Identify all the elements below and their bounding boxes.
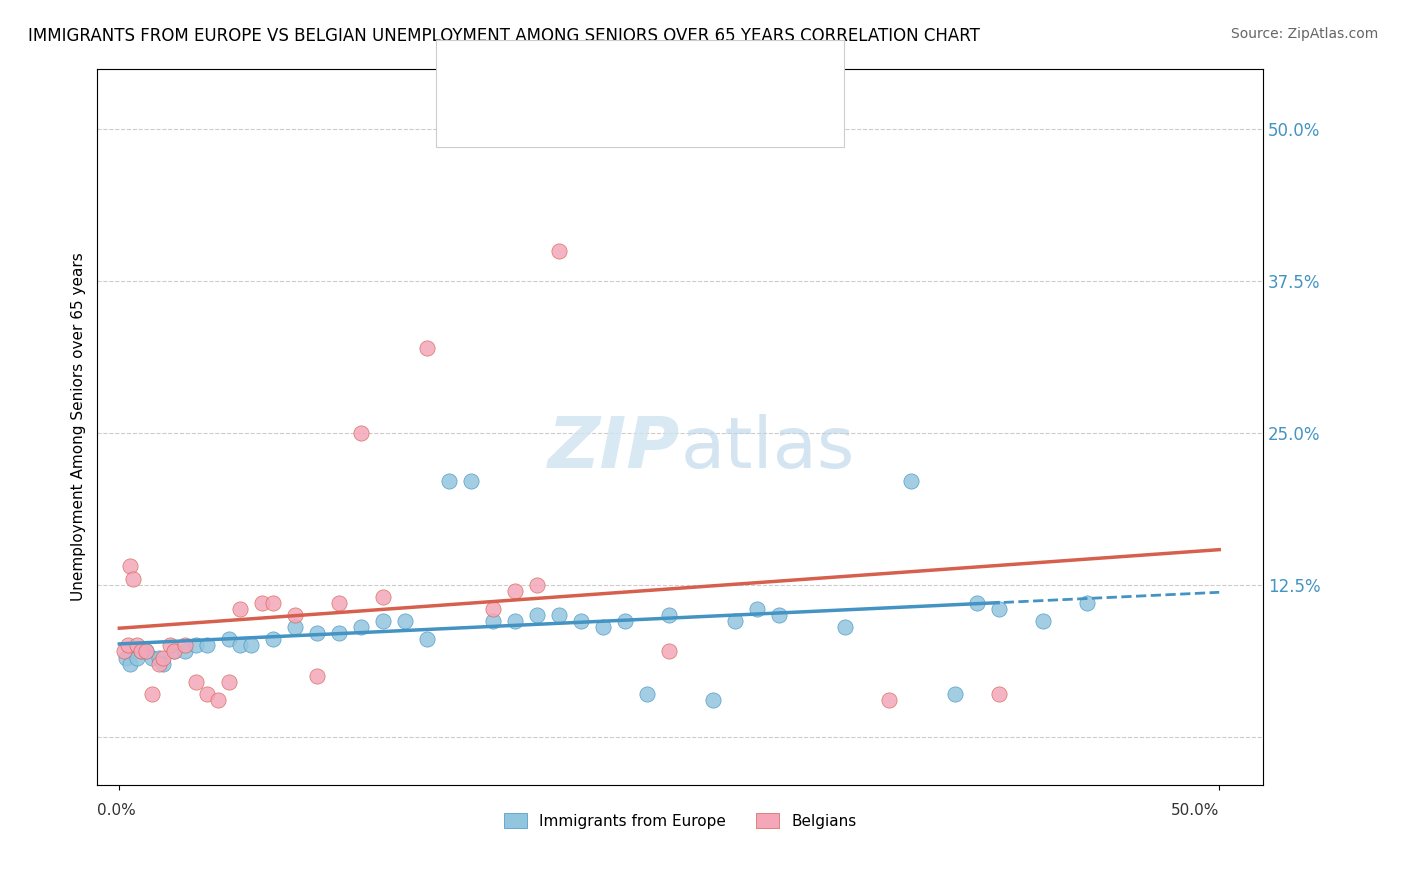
Point	[112, 644, 135, 658]
Legend: Immigrants from Europe, Belgians: Immigrants from Europe, Belgians	[498, 806, 863, 835]
Point	[526, 608, 548, 623]
Text: atlas: atlas	[681, 414, 855, 483]
Point	[966, 596, 988, 610]
Text: Source: ZipAtlas.com: Source: ZipAtlas.com	[1230, 27, 1378, 41]
Point	[834, 620, 856, 634]
Point	[505, 614, 527, 628]
Point	[125, 639, 148, 653]
Point	[229, 639, 252, 653]
Point	[394, 614, 416, 628]
Point	[174, 639, 197, 653]
Point	[569, 614, 592, 628]
Text: R =  0.193  N = 33: R = 0.193 N = 33	[489, 101, 647, 119]
Point	[658, 608, 681, 623]
Point	[148, 650, 170, 665]
Point	[115, 650, 138, 665]
Point	[141, 650, 163, 665]
Point	[120, 657, 142, 671]
Text: IMMIGRANTS FROM EUROPE VS BELGIAN UNEMPLOYMENT AMONG SENIORS OVER 65 YEARS CORRE: IMMIGRANTS FROM EUROPE VS BELGIAN UNEMPL…	[28, 27, 980, 45]
Point	[768, 608, 790, 623]
Point	[658, 644, 681, 658]
Point	[1076, 596, 1098, 610]
Point	[592, 620, 614, 634]
Point	[307, 669, 329, 683]
Point	[120, 559, 142, 574]
Point	[131, 644, 153, 658]
Point	[526, 577, 548, 591]
Point	[548, 608, 571, 623]
Point	[148, 657, 170, 671]
Point	[117, 639, 139, 653]
Point	[229, 602, 252, 616]
Point	[195, 639, 218, 653]
Point	[724, 614, 747, 628]
Point	[163, 644, 186, 658]
Point	[125, 650, 148, 665]
Point	[262, 632, 284, 647]
Point	[284, 620, 307, 634]
Point	[350, 425, 373, 440]
Point	[328, 626, 350, 640]
Point	[307, 626, 329, 640]
Y-axis label: Unemployment Among Seniors over 65 years: Unemployment Among Seniors over 65 years	[72, 252, 86, 601]
Point	[1032, 614, 1054, 628]
Point	[988, 602, 1011, 616]
Point	[152, 657, 174, 671]
Point	[505, 583, 527, 598]
Point	[159, 639, 181, 653]
Point	[350, 620, 373, 634]
Point	[747, 602, 769, 616]
Point	[373, 614, 395, 628]
Point	[416, 341, 439, 355]
Point	[135, 644, 157, 658]
Point	[482, 602, 505, 616]
Point	[614, 614, 637, 628]
Point	[121, 572, 143, 586]
Point	[482, 614, 505, 628]
Point	[152, 650, 174, 665]
Point	[460, 475, 482, 489]
Point	[636, 687, 658, 701]
Text: 50.0%: 50.0%	[1171, 804, 1219, 818]
Point	[416, 632, 439, 647]
Point	[877, 693, 900, 707]
Point	[702, 693, 724, 707]
Point	[174, 644, 197, 658]
Point	[218, 674, 240, 689]
Point	[240, 639, 263, 653]
Point	[988, 687, 1011, 701]
Text: 0.0%: 0.0%	[97, 804, 136, 818]
Point	[141, 687, 163, 701]
Point	[195, 687, 218, 701]
Text: ZIP: ZIP	[548, 414, 681, 483]
Point	[439, 475, 461, 489]
Point	[284, 608, 307, 623]
Point	[135, 644, 157, 658]
Point	[900, 475, 922, 489]
Point	[373, 590, 395, 604]
Point	[328, 596, 350, 610]
Point	[131, 644, 153, 658]
Point	[163, 644, 186, 658]
Point	[262, 596, 284, 610]
Point	[207, 693, 229, 707]
Point	[186, 639, 208, 653]
Point	[943, 687, 966, 701]
Point	[186, 674, 208, 689]
Point	[218, 632, 240, 647]
Point	[548, 244, 571, 258]
Text: R = 0.306  N = 45: R = 0.306 N = 45	[489, 62, 641, 80]
Point	[252, 596, 274, 610]
